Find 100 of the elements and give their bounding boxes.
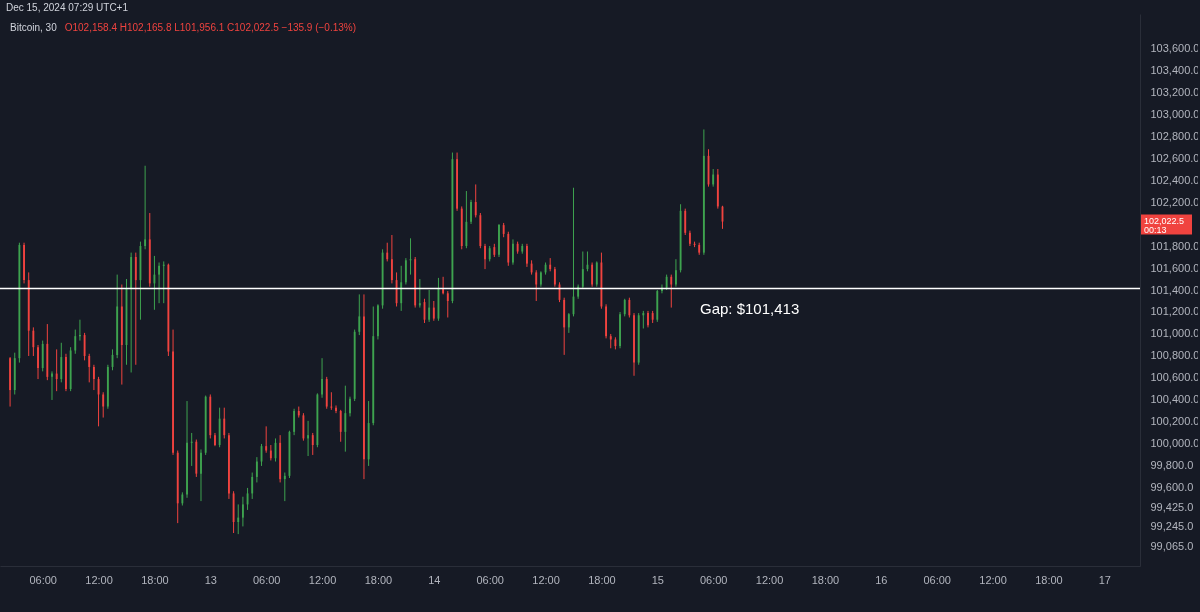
candlestick	[363, 293, 365, 480]
candlestick	[484, 243, 486, 270]
candlestick	[358, 293, 361, 336]
candlestick	[102, 391, 105, 419]
candlestick	[567, 312, 570, 334]
y-tick-label: 99,245.0	[1150, 520, 1194, 533]
candlestick	[442, 276, 445, 295]
candlestick	[619, 311, 621, 349]
candlestick	[65, 353, 67, 392]
candlestick	[647, 310, 649, 328]
candlestick	[591, 262, 594, 288]
candlestick	[670, 274, 673, 309]
candlestick	[628, 297, 631, 318]
candlestick	[675, 258, 677, 288]
annotation: O102,158.4 H102,165.8 L101,956.1 C102,022.5 −135.9 (−0.13%)	[64, 22, 357, 33]
candlestick	[474, 183, 477, 218]
candlestick	[92, 364, 95, 391]
candlestick	[581, 251, 584, 290]
x-tick-label: 15	[651, 573, 664, 586]
candlestick	[162, 260, 165, 304]
text: Bitcoin, 30	[10, 22, 57, 33]
x-tick-label: 18:00	[811, 573, 840, 586]
x-tick-label: 06:00	[699, 573, 728, 586]
y-tick-label: 99,425.0	[1150, 500, 1194, 513]
candlestick	[302, 412, 305, 442]
candlestick	[684, 208, 687, 236]
candlestick	[223, 407, 226, 439]
candlestick	[344, 385, 347, 453]
x-tick-label: 06:00	[29, 573, 57, 586]
x-tick-label: 12:00	[755, 573, 784, 586]
x-tick-label: 12:00	[979, 573, 1007, 586]
text: 102,022.5	[1144, 215, 1185, 226]
candlestick	[55, 348, 58, 392]
candlestick	[74, 329, 77, 355]
candlestick	[386, 242, 389, 262]
candlestick	[418, 278, 421, 309]
candlestick	[228, 432, 230, 500]
x-tick-label: 12:00	[85, 573, 113, 586]
x-tick-label: 12:00	[308, 573, 337, 586]
candlestick	[390, 234, 393, 284]
candlestick	[51, 370, 53, 401]
candlestick	[446, 290, 449, 318]
x-tick-label: 14	[428, 573, 441, 586]
candlestick	[377, 303, 379, 340]
x-tick-label: 18:00	[1035, 573, 1063, 586]
candlestick	[456, 152, 459, 212]
candlestick	[200, 448, 202, 502]
candlestick	[553, 266, 556, 288]
candlestick	[330, 391, 333, 411]
candlestick	[428, 289, 431, 323]
candlestick	[186, 400, 188, 499]
text: 00:13	[1144, 224, 1167, 235]
x-tick-label: 06:00	[476, 573, 504, 586]
x-tick-label: 18:00	[588, 573, 616, 586]
candlestick	[535, 269, 538, 302]
candlestick	[265, 425, 268, 454]
candlestick	[432, 300, 435, 322]
candlestick	[241, 496, 244, 527]
candlestick	[214, 432, 216, 447]
candlestick	[512, 238, 514, 266]
candlestick	[404, 257, 407, 285]
candlestick	[23, 242, 25, 284]
candlestick	[498, 223, 500, 258]
x-tick-label: 16	[875, 573, 888, 586]
candlestick	[633, 312, 635, 377]
candlestick	[311, 432, 314, 456]
candlestick	[349, 396, 351, 417]
x-tick-label: 06:00	[923, 573, 951, 586]
candlestick	[144, 165, 147, 250]
candlestick	[88, 353, 91, 383]
y-tick-label: 99,800.0	[1150, 459, 1194, 472]
candlestick	[293, 408, 296, 436]
candlestick	[83, 332, 86, 361]
candlestick	[134, 252, 137, 366]
candlestick	[79, 319, 81, 342]
candlestick	[32, 326, 35, 357]
candlestick	[526, 243, 528, 268]
candlestick	[605, 303, 608, 339]
candlestick	[400, 265, 403, 312]
text: Dec 15, 2024 07:29 UTC+1	[6, 2, 129, 13]
ref-line-label: Gap: $101,413	[700, 299, 800, 317]
candlestick	[9, 356, 12, 408]
candlestick	[255, 456, 258, 483]
candlestick	[335, 404, 337, 414]
y-tick-label: 99,600.0	[1150, 481, 1194, 494]
candlestick	[172, 329, 174, 456]
candlestick	[595, 260, 598, 288]
candlestick	[60, 342, 63, 383]
candlestick	[190, 432, 193, 467]
x-tick-label: 18:00	[364, 573, 393, 586]
x-tick-label: 18:00	[141, 573, 169, 586]
x-tick-label: 17	[1098, 573, 1111, 586]
x-tick-label: 06:00	[252, 573, 281, 586]
candlestick	[470, 199, 472, 225]
candlestick	[307, 420, 310, 457]
candlestick	[237, 503, 240, 535]
candlestick	[158, 262, 161, 304]
candlestick	[321, 357, 323, 399]
candlestick	[339, 409, 342, 443]
x-tick-label: 12:00	[532, 573, 560, 586]
